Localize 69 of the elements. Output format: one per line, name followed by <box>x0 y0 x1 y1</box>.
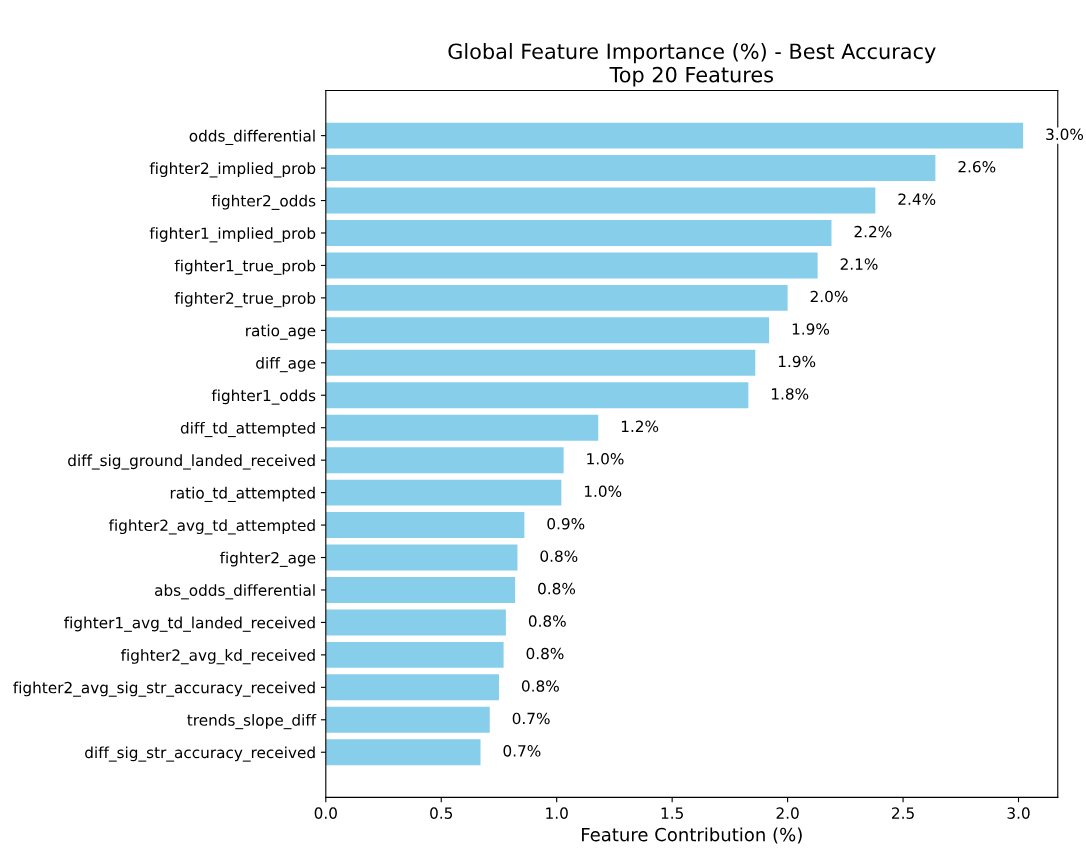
y-tick-label: diff_td_attempted <box>180 421 315 438</box>
bar <box>325 609 506 636</box>
y-tick-label: fighter2_true_prob <box>174 292 316 308</box>
bar <box>325 382 749 409</box>
bar <box>325 641 504 668</box>
bar <box>325 674 499 701</box>
bar <box>325 479 562 506</box>
y-tick-label: diff_age <box>256 356 316 373</box>
y-tick-label: fighter2_age <box>219 551 316 567</box>
x-tick-label: 0.5 <box>430 807 453 819</box>
bar <box>325 576 516 603</box>
y-tick-label: abs_odds_differential <box>155 584 315 600</box>
bar <box>325 122 1024 149</box>
y-tick-label: fighter2_odds <box>211 194 316 210</box>
y-tick-label: trends_slope_diff <box>187 713 317 730</box>
bar <box>325 349 756 376</box>
x-tick-label: 2.0 <box>776 807 799 819</box>
bar <box>325 252 818 279</box>
chart-title: Global Feature Importance (%) - Best Accuracy Top 20 Features <box>448 43 936 87</box>
data-label: 1.0% <box>587 453 624 465</box>
y-tick-label: fighter1_avg_td_landed_received <box>64 616 315 632</box>
y-tick-label: fighter2_avg_kd_received <box>120 649 315 665</box>
data-label: 0.8% <box>526 647 564 660</box>
y-tick-label: fighter2_implied_prob <box>149 162 316 178</box>
data-label: 3.0% <box>1046 128 1084 141</box>
data-label: 1.8% <box>771 388 809 400</box>
x-tick-label: 1.0 <box>546 807 568 819</box>
y-tick-label: fighter1_implied_prob <box>149 227 316 243</box>
bar <box>325 220 832 246</box>
bar <box>325 414 599 441</box>
bar <box>325 706 490 733</box>
data-label: 0.8% <box>528 615 566 627</box>
data-label: 1.2% <box>621 420 659 433</box>
x-tick-label: 3.0 <box>1007 807 1030 819</box>
bar <box>325 317 770 344</box>
x-axis-title: Feature Contribution (%) <box>582 827 802 844</box>
data-label: 0.7% <box>512 712 550 725</box>
bar <box>325 544 518 571</box>
y-tick-label: odds_differential <box>189 129 315 146</box>
y-tick-label: fighter2_avg_td_attempted <box>108 519 315 535</box>
y-tick-label: diff_sig_str_accuracy_received <box>85 746 315 762</box>
data-label: 2.2% <box>854 225 892 238</box>
bar <box>325 512 525 539</box>
data-label: 2.4% <box>898 193 936 205</box>
y-tick-label: fighter2_avg_sig_str_accuracy_received <box>13 681 315 697</box>
data-label: 0.8% <box>521 680 559 692</box>
y-tick-label: fighter1_odds <box>211 389 316 405</box>
data-label: 2.6% <box>958 160 996 173</box>
data-label: 1.9% <box>792 323 830 335</box>
y-tick-label: ratio_age <box>246 324 316 340</box>
data-label: 0.8% <box>538 582 576 595</box>
data-label: 0.8% <box>540 550 578 562</box>
x-tick-label: 2.5 <box>892 807 914 819</box>
bar <box>325 187 876 214</box>
data-label: 1.0% <box>584 485 622 498</box>
data-label: 0.7% <box>503 745 541 757</box>
x-tick-label: 0.0 <box>314 807 337 819</box>
bar <box>325 447 564 474</box>
bar <box>325 155 936 182</box>
data-label: 0.9% <box>547 517 585 530</box>
bar <box>325 284 788 311</box>
data-label: 2.0% <box>810 290 848 303</box>
data-label: 2.1% <box>840 258 878 270</box>
y-tick-label: ratio_td_attempted <box>170 486 315 503</box>
x-tick-label: 1.5 <box>661 807 683 819</box>
data-label: 1.9% <box>778 355 816 368</box>
y-tick-label: fighter1_true_prob <box>174 259 316 275</box>
y-tick-label: diff_sig_ground_landed_received <box>68 454 315 470</box>
bar <box>325 739 481 766</box>
